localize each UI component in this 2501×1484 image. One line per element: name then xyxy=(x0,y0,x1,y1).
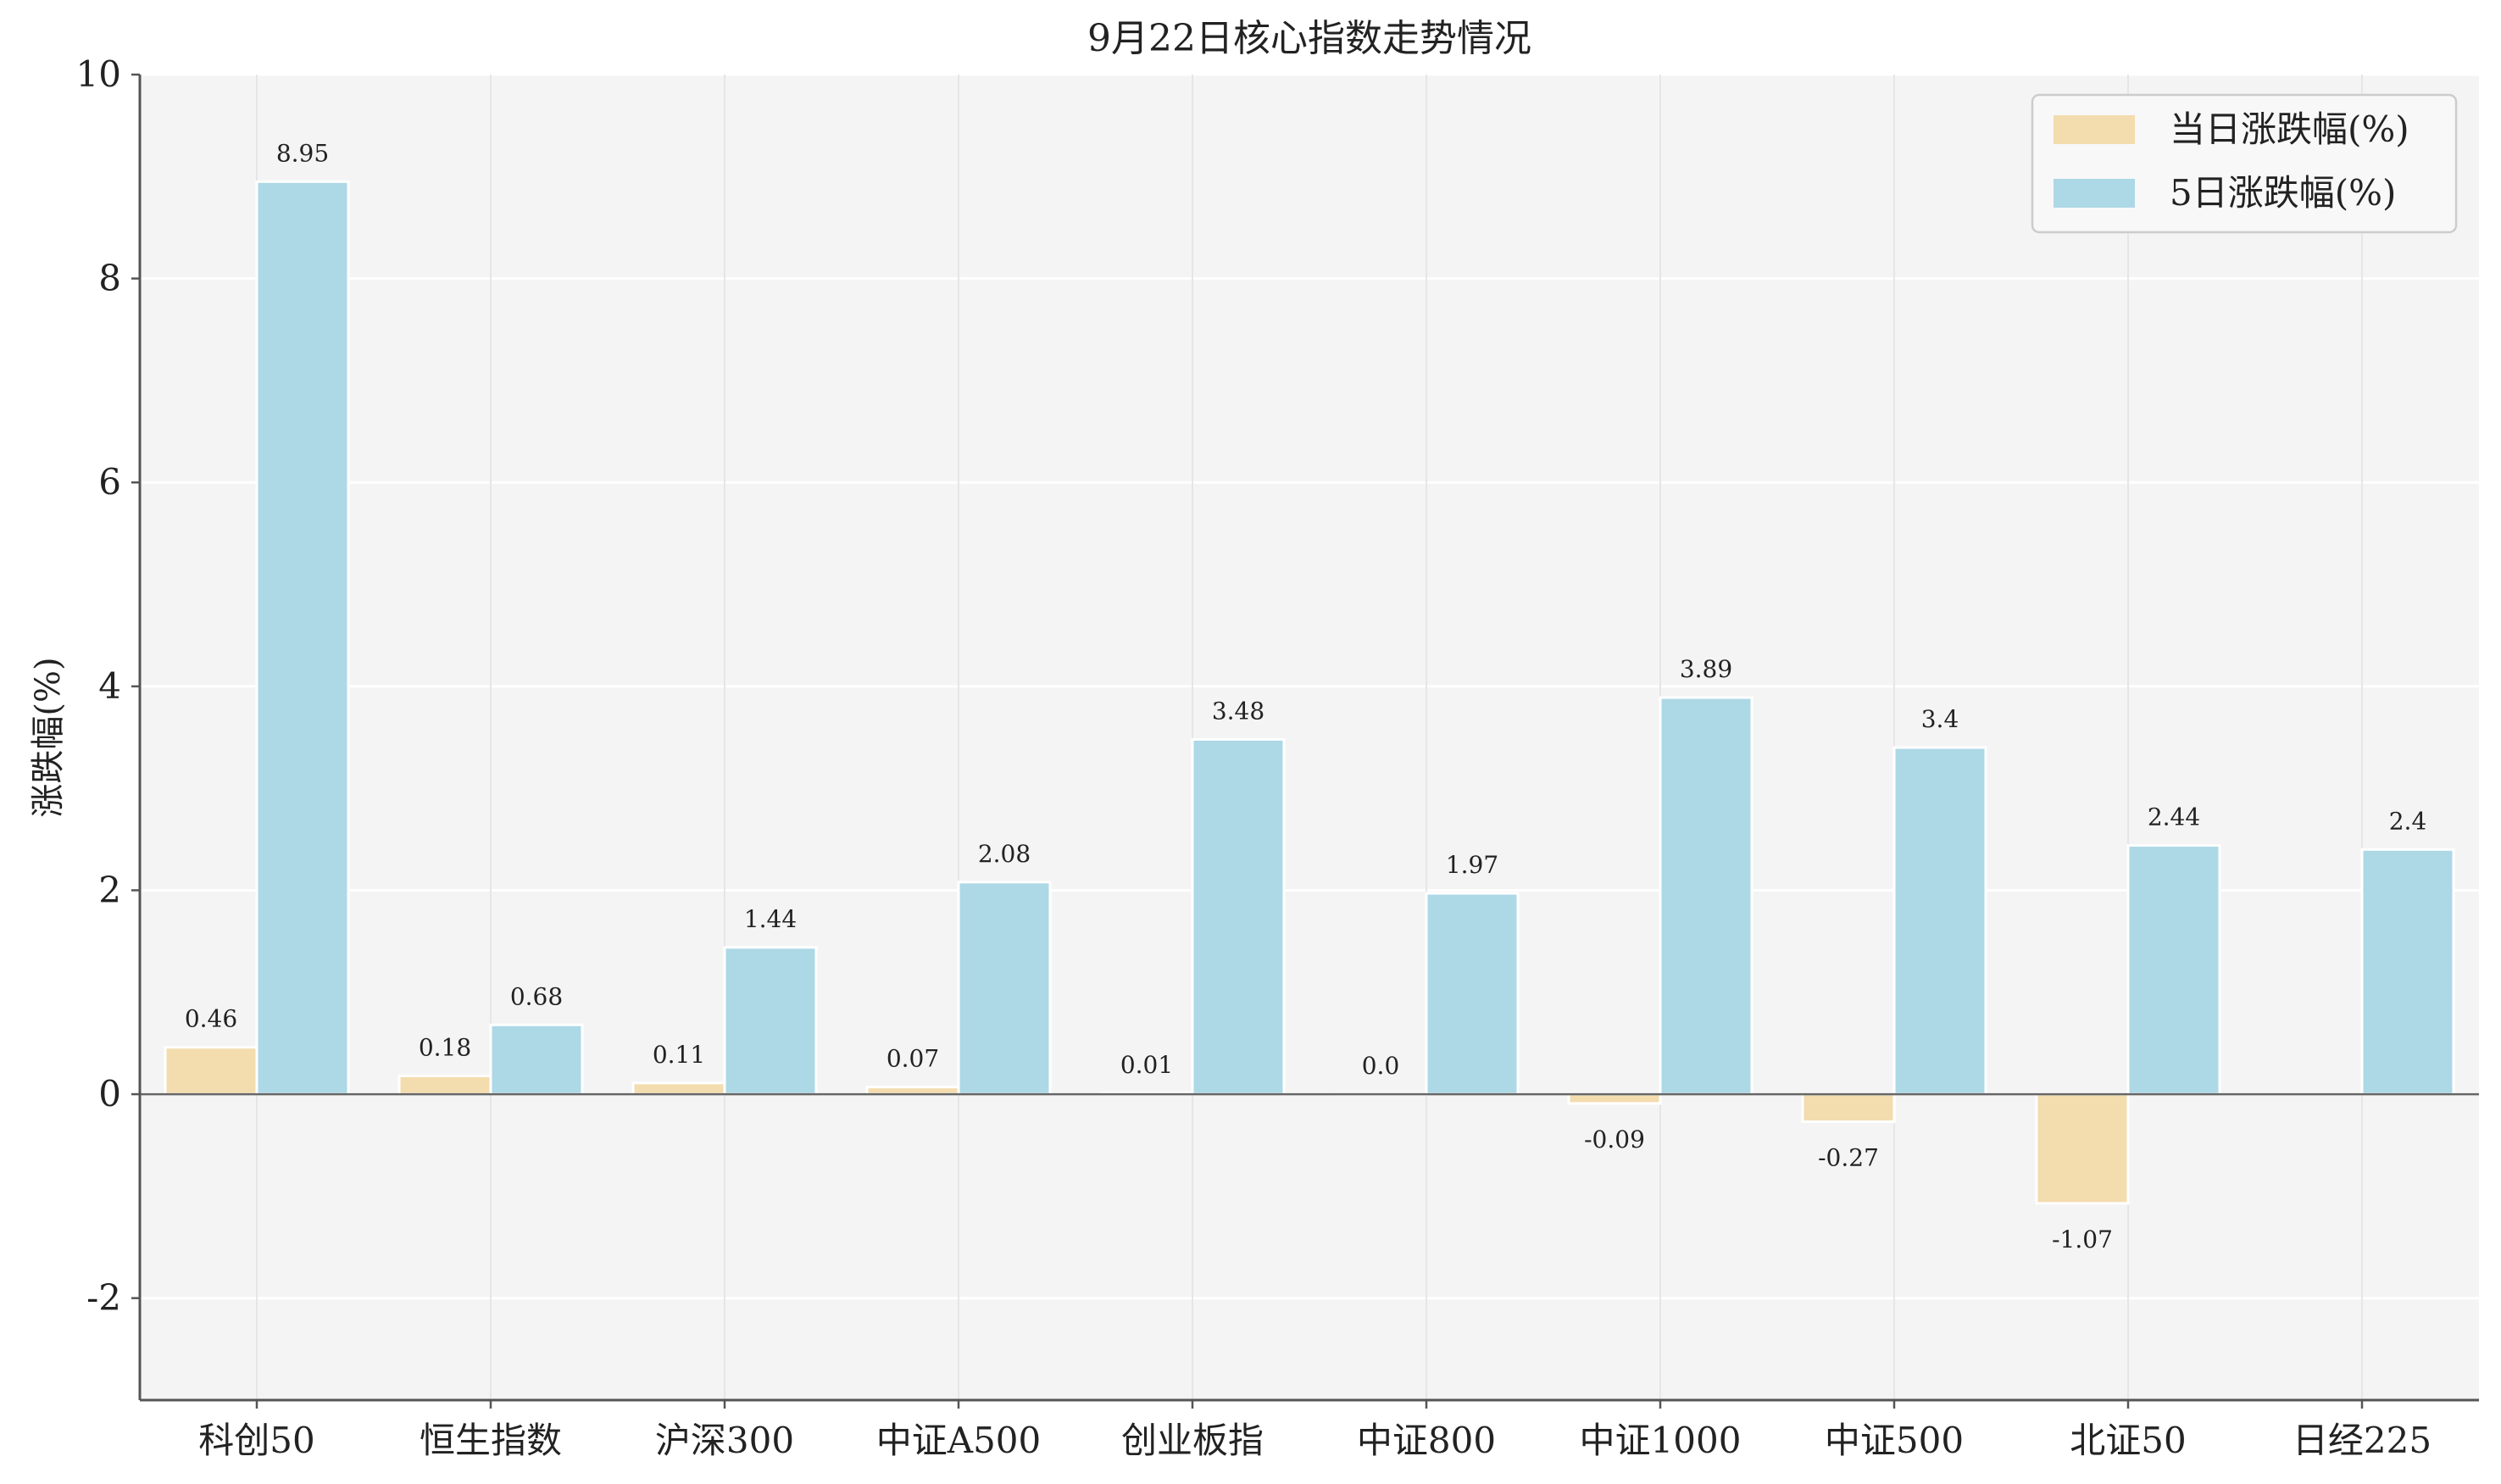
bar xyxy=(2126,844,2221,1096)
bar xyxy=(631,1081,726,1096)
bar xyxy=(255,180,350,1096)
bars xyxy=(164,180,2455,1205)
legend-label: 5日涨跌幅(%) xyxy=(2170,172,2396,214)
bar xyxy=(397,1074,492,1096)
y-tick-label: 2 xyxy=(98,869,121,910)
legend-label: 当日涨跌幅(%) xyxy=(2170,108,2409,150)
y-tick-label: 0 xyxy=(98,1073,121,1114)
bar xyxy=(489,1023,584,1096)
x-ticks: 科创50 恒生指数 沪深300 中证A500 创业板指 中证800 中证1000 中证500 北… xyxy=(198,1400,2432,1461)
x-tick-label: 恒生指数 xyxy=(420,1420,562,1461)
x-tick-label: 中证1000 xyxy=(1580,1420,1742,1461)
y-tick-label: 10 xyxy=(76,53,121,95)
data-label: 3.89 xyxy=(1680,655,1732,683)
bar xyxy=(865,1086,960,1096)
x-tick-label: 中证800 xyxy=(1357,1420,1496,1461)
x-tick-label: 创业板指 xyxy=(1121,1420,1264,1461)
y-tick-label: 8 xyxy=(98,258,121,299)
chart-title: 9月22日核心指数走势情况 xyxy=(1087,17,1531,60)
bar xyxy=(164,1046,258,1096)
bar xyxy=(1659,696,1753,1096)
bar xyxy=(2360,848,2455,1096)
x-tick-label: 科创50 xyxy=(198,1420,314,1461)
y-tick-label: -2 xyxy=(86,1277,121,1319)
bar xyxy=(1191,737,1286,1096)
x-tick-label: 沪深300 xyxy=(655,1420,794,1461)
legend: 当日涨跌幅(%) 5日涨跌幅(%) xyxy=(2031,93,2458,234)
bar xyxy=(1425,892,1520,1096)
data-label: 8.95 xyxy=(276,139,329,167)
data-label: 0.46 xyxy=(185,1005,237,1033)
data-label: 3.48 xyxy=(1212,697,1264,725)
data-labels: 0.46 0.18 0.11 0.07 0.01 0.0 -0.09 -0.27 -1.07 8.… xyxy=(185,139,2426,1253)
data-label: 2.44 xyxy=(2148,803,2200,831)
bar xyxy=(1567,1092,1662,1105)
legend-swatch xyxy=(2054,179,2135,208)
bar xyxy=(1801,1092,1896,1124)
data-label: -0.27 xyxy=(1818,1144,1879,1172)
data-label: 1.97 xyxy=(1446,851,1498,879)
legend-swatch xyxy=(2054,115,2135,144)
data-label: 0.0 xyxy=(1362,1052,1400,1080)
data-label: 0.11 xyxy=(653,1041,705,1069)
data-label: 0.01 xyxy=(1120,1051,1173,1079)
y-tick-label: 6 xyxy=(98,461,121,503)
data-label: 0.18 xyxy=(419,1033,471,1061)
bar xyxy=(957,881,1052,1096)
data-label: -0.09 xyxy=(1584,1126,1645,1153)
bar xyxy=(723,946,818,1096)
x-tick-label: 中证500 xyxy=(1825,1420,1964,1461)
bar xyxy=(2035,1092,2130,1205)
data-label: -1.07 xyxy=(2052,1226,2113,1253)
y-ticks: -2 0 2 4 6 8 10 xyxy=(76,53,140,1319)
data-label: 0.68 xyxy=(510,982,563,1010)
y-axis-label: 涨跌幅(%) xyxy=(29,657,68,817)
data-label: 2.08 xyxy=(978,840,1031,868)
data-label: 1.44 xyxy=(744,905,797,933)
x-tick-label: 北证50 xyxy=(2070,1420,2186,1461)
y-tick-label: 4 xyxy=(98,665,121,707)
x-tick-label: 中证A500 xyxy=(876,1420,1042,1461)
bar xyxy=(1892,746,1987,1096)
data-label: 3.4 xyxy=(1921,705,1959,733)
data-label: 0.07 xyxy=(886,1045,939,1073)
data-label: 2.4 xyxy=(2389,807,2427,835)
x-tick-label: 日经225 xyxy=(2293,1420,2432,1461)
legend-box xyxy=(2031,93,2458,234)
